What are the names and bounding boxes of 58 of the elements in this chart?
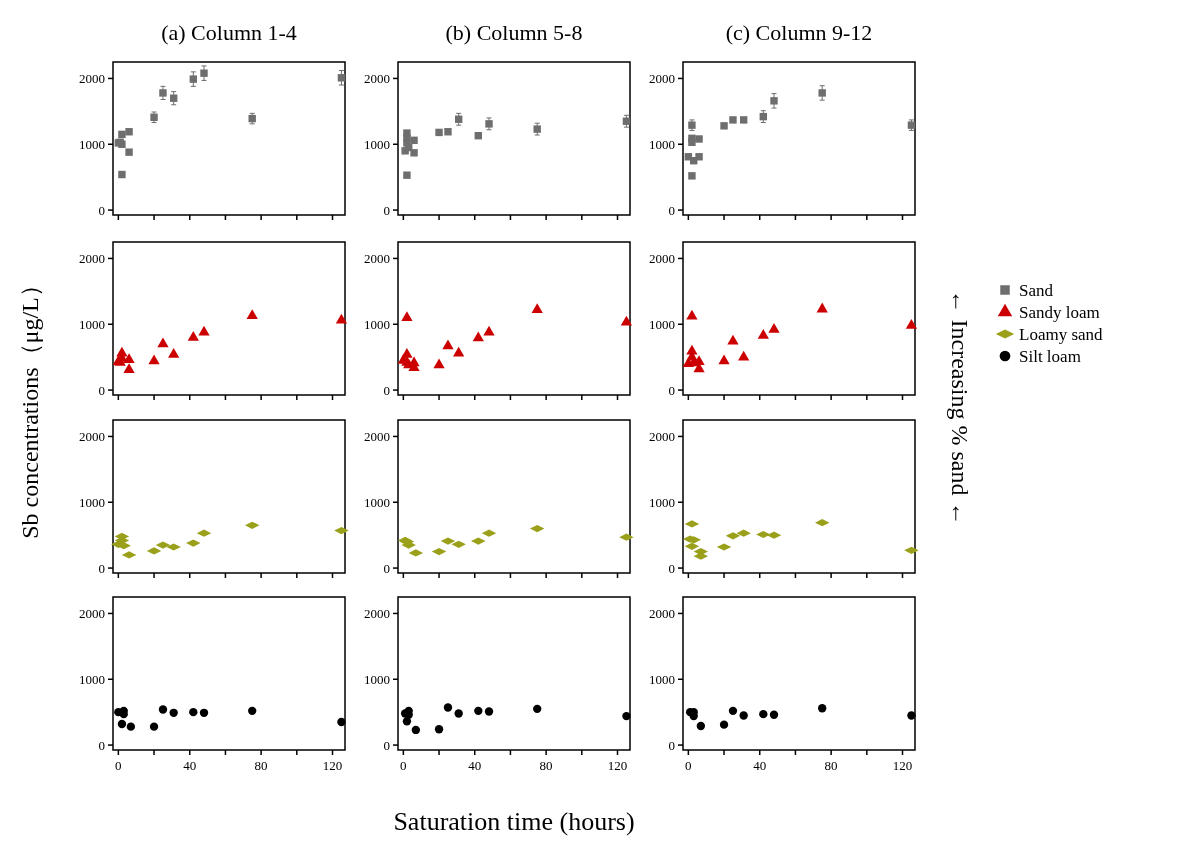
- y-tick-label: 1000: [364, 136, 390, 152]
- y-tick-label: 2000: [79, 251, 105, 266]
- x-tick-label: 40: [468, 758, 482, 773]
- y-tick-label: 1000: [79, 316, 105, 332]
- x-tick-label: 0: [115, 758, 122, 773]
- chart-title: (c) Column 9-12: [725, 20, 873, 45]
- y-tick-label: 2000: [649, 606, 675, 621]
- y-tick-label: 1000: [364, 494, 390, 510]
- y-tick-label: 0: [98, 202, 105, 218]
- y-tick-label: 1000: [79, 494, 105, 510]
- y-tick-label: 1000: [364, 316, 390, 332]
- y-tick-label: 0: [98, 737, 105, 753]
- chart-title: (a) Column 1-4: [161, 20, 297, 45]
- x-tick-label: 0: [685, 758, 692, 773]
- y-tick-label: 2000: [649, 251, 675, 266]
- legend-label: Sandy loam: [1019, 302, 1100, 322]
- y-tick-label: 2000: [79, 71, 105, 86]
- y-tick-label: 2000: [364, 429, 390, 444]
- y-tick-label: 0: [383, 560, 390, 576]
- x-tick-label: 40: [183, 758, 197, 773]
- y-tick-label: 0: [383, 737, 390, 753]
- x-tick-label: 80: [254, 758, 268, 773]
- y-tick-label: 1000: [364, 671, 390, 687]
- y-tick-label: 0: [668, 202, 675, 218]
- y-tick-label: 0: [668, 382, 675, 398]
- x-tick-label: 80: [824, 758, 838, 773]
- y-tick-label: 0: [383, 202, 390, 218]
- y-tick-label: 1000: [649, 671, 675, 687]
- y-tick-label: 1000: [79, 136, 105, 152]
- x-tick-label: 40: [753, 758, 767, 773]
- y-tick-label: 2000: [79, 429, 105, 444]
- y-tick-label: 2000: [364, 71, 390, 86]
- y-axis-title: Sb concentrations（μg/L）: [17, 273, 43, 539]
- y-tick-label: 0: [98, 382, 105, 398]
- y-tick-label: 0: [383, 382, 390, 398]
- x-tick-label: 120: [892, 758, 913, 773]
- x-axis-title: Saturation time (hours): [393, 807, 635, 836]
- legend-label: Silt loam: [1019, 346, 1081, 366]
- x-tick-label: 80: [539, 758, 553, 773]
- y-tick-label: 0: [668, 560, 675, 576]
- y-tick-label: 0: [668, 737, 675, 753]
- y-tick-label: 2000: [649, 429, 675, 444]
- y-tick-label: 0: [98, 560, 105, 576]
- chart-title: (b) Column 5-8: [445, 20, 583, 45]
- y-tick-label: 1000: [79, 671, 105, 687]
- y-tick-label: 2000: [79, 606, 105, 621]
- text: ← Increasing % sand ←: [947, 289, 973, 526]
- y-tick-label: 2000: [649, 71, 675, 86]
- legend-label: Sand: [1019, 280, 1054, 300]
- x-tick-label: 0: [400, 758, 407, 773]
- y-tick-label: 1000: [649, 316, 675, 332]
- x-tick-label: 120: [607, 758, 628, 773]
- y-tick-label: 1000: [649, 494, 675, 510]
- y-tick-label: 1000: [649, 136, 675, 152]
- legend-label: Loamy sand: [1019, 324, 1104, 344]
- y-tick-label: 2000: [364, 251, 390, 266]
- y-tick-label: 2000: [364, 606, 390, 621]
- x-tick-label: 120: [322, 758, 343, 773]
